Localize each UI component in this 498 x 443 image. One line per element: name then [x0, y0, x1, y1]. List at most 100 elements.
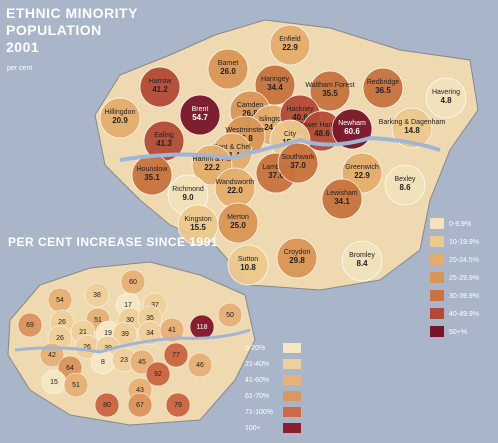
borough-value: 34 — [146, 330, 154, 337]
borough-value: 42 — [48, 352, 56, 359]
legend-swatch — [283, 423, 301, 433]
borough-patch — [362, 67, 404, 109]
borough-value: 34.1 — [334, 197, 350, 206]
borough-name: Hackney — [286, 106, 314, 113]
borough-name: Southwark — [281, 154, 315, 161]
borough-value: 26 — [83, 344, 91, 351]
borough-patch — [391, 107, 433, 149]
borough-value: 54.7 — [192, 113, 208, 122]
borough-name: Redbridge — [367, 79, 399, 86]
borough-value: 15.5 — [190, 223, 206, 232]
borough-value: 35.5 — [322, 89, 338, 98]
legend-label: 20-24.5% — [449, 257, 479, 264]
borough-patch — [163, 342, 189, 368]
borough-patch — [187, 352, 213, 378]
legend-label: 0-9.9% — [449, 221, 471, 228]
legend-label: 0-20% — [245, 345, 265, 352]
borough-value: 35 — [146, 315, 154, 322]
thames — [119, 135, 441, 162]
legend-increase: 0-20% 21-40% 41-60% 61-70% 71-100% 100+ — [245, 343, 301, 433]
borough-name: Wandsworth — [216, 179, 255, 186]
borough-name: Lambeth — [262, 164, 289, 171]
borough-name: Islington — [259, 116, 285, 123]
legend-label: 10-19.9% — [449, 239, 479, 246]
borough-value: 21 — [79, 329, 87, 336]
borough-name: Harrow — [149, 78, 173, 85]
borough-value: 22.2 — [204, 163, 220, 172]
borough-name: Richmond — [172, 186, 204, 193]
borough-value: 19 — [104, 330, 112, 337]
thames-small — [14, 328, 251, 354]
legend-label: 61-70% — [245, 393, 269, 400]
legend-2001: 0-9.9% 10-19.9% 20-24.5% 25-29.9% 30-39.9% 40… — [430, 218, 479, 337]
legend-label: 21-40% — [245, 361, 269, 368]
borough-name: Hamm & Ful — [193, 156, 232, 163]
borough-value: 38 — [93, 292, 101, 299]
borough-value: 35.1 — [144, 173, 160, 182]
borough-patch — [217, 202, 259, 244]
borough-name: Enfield — [279, 36, 301, 43]
borough-value: 80 — [103, 402, 111, 409]
subtitle: per cent — [7, 65, 32, 72]
borough-name: Tower Hamlets — [299, 122, 346, 129]
borough-value: 8.6 — [399, 183, 411, 192]
borough-patch — [276, 237, 318, 279]
borough-name: Bexley — [394, 176, 416, 183]
borough-patch — [159, 317, 185, 343]
borough-value: 26.0 — [220, 67, 236, 76]
legend-label: 25-29.9% — [449, 275, 479, 282]
borough-value: 60.6 — [344, 127, 360, 136]
borough-value: 36.5 — [375, 86, 391, 95]
borough-value: 37.0 — [290, 161, 306, 170]
borough-name: Barnet — [218, 60, 239, 67]
borough-value: 8 — [101, 359, 105, 366]
borough-value: 46 — [196, 362, 204, 369]
borough-value: 25.0 — [230, 221, 246, 230]
borough-patch — [321, 178, 363, 220]
borough-value: 60 — [129, 279, 137, 286]
borough-value: 64 — [66, 365, 74, 372]
borough-value: 26.8 — [242, 109, 258, 118]
borough-value: 22.0 — [227, 186, 243, 195]
legend-label: 41-60% — [245, 377, 269, 384]
borough-value: 30 — [126, 317, 134, 324]
borough-value: 51 — [94, 317, 102, 324]
borough-value: 10.8 — [240, 263, 256, 272]
borough-patch — [207, 48, 249, 90]
borough-patch — [127, 392, 153, 418]
legend-label: 71-100% — [245, 409, 273, 416]
borough-value: 43 — [136, 387, 144, 394]
borough-value: 41.2 — [152, 85, 168, 94]
legend-swatch — [283, 391, 301, 401]
borough-patch — [341, 240, 383, 282]
borough-value: 50 — [226, 312, 234, 319]
borough-name: Kent & Chel — [213, 144, 251, 151]
borough-patch — [139, 66, 181, 108]
borough-value: 17 — [124, 302, 132, 309]
borough-value: 41.3 — [156, 139, 172, 148]
borough-patch — [179, 94, 221, 136]
borough-patch — [165, 392, 191, 418]
legend-swatch — [430, 272, 444, 283]
legend-swatch — [430, 308, 444, 319]
borough-value: 67 — [136, 402, 144, 409]
borough-name: Greenwich — [345, 164, 379, 171]
borough-patch — [384, 164, 426, 206]
legend-swatch — [283, 359, 301, 369]
legend-label: 50+% — [449, 329, 467, 336]
legend-swatch — [283, 407, 301, 417]
borough-patch — [63, 372, 89, 398]
borough-value: 37.6 — [268, 171, 284, 180]
borough-name: Merton — [227, 214, 249, 221]
borough-name: Haringey — [261, 76, 290, 83]
legend-label: 30-39.9% — [449, 293, 479, 300]
borough-value: 41 — [168, 327, 176, 334]
borough-name: Brent — [192, 106, 209, 113]
borough-patch — [309, 70, 351, 112]
borough-name: Lewisham — [326, 190, 358, 197]
map-2001: Enfield22.9Barnet26.0Harrow41.2Haringey3… — [99, 24, 467, 286]
borough-value: 14.8 — [404, 126, 420, 135]
borough-patch — [425, 77, 467, 119]
borough-value: 37 — [151, 302, 159, 309]
